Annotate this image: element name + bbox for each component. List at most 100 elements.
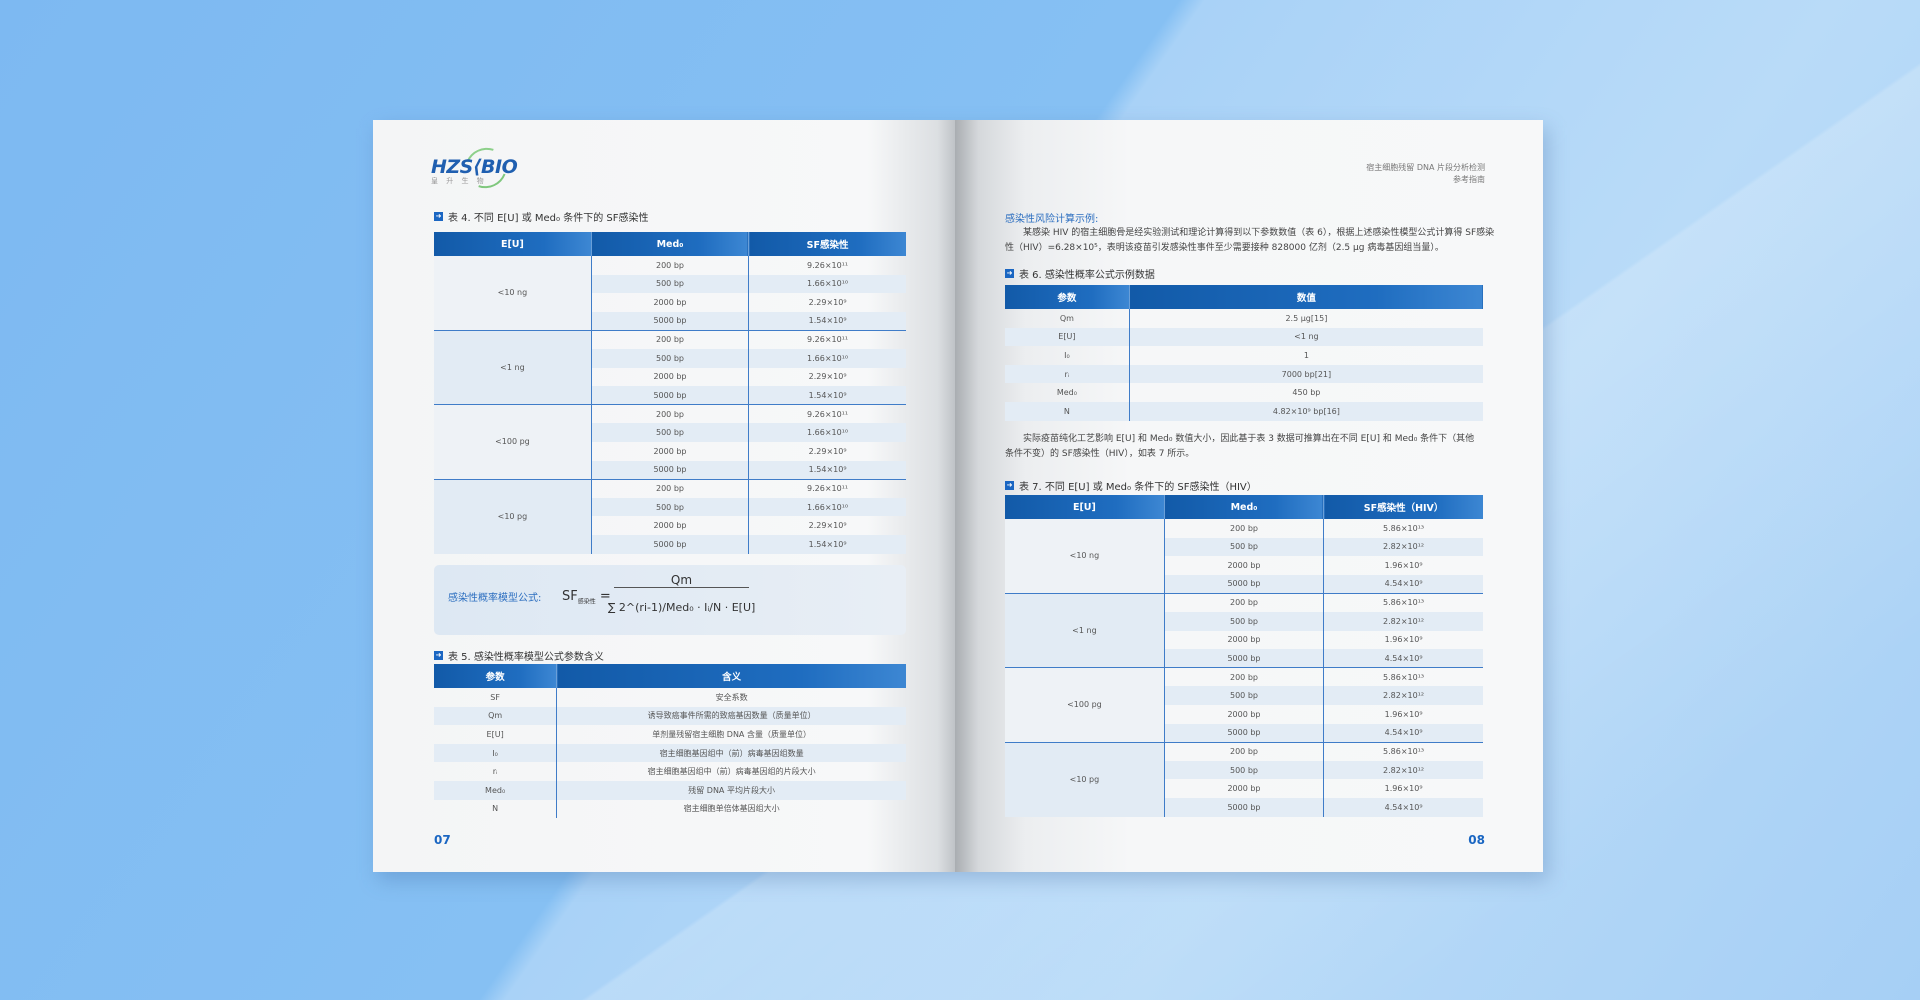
param-cell: N — [1005, 401, 1130, 421]
table4: E[U] Med₀ SF感染性 <10 ng 200 bp 9.26×10¹¹ 500 bp… — [434, 232, 906, 554]
table-row: <10 ng 200 bp 9.26×10¹¹ — [434, 256, 906, 331]
column-header: 参数 — [434, 664, 558, 688]
table-row: 500 bp 2.82×10¹² — [1005, 760, 1483, 780]
med-cell: 500 bp — [591, 274, 750, 294]
sf-cell: 2.82×10¹² — [1323, 611, 1483, 631]
med-cell: 5000 bp — [591, 534, 750, 554]
eu-cell: <10 ng — [1005, 519, 1165, 594]
table4-title: ➜ 表 4. 不同 E[U] 或 Med₀ 条件下的 SF感染性 — [434, 209, 648, 224]
table7-title: ➜ 表 7. 不同 E[U] 或 Med₀ 条件下的 SF感染性（HIV） — [1005, 478, 1257, 493]
med-cell: 500 bp — [591, 497, 750, 517]
med-cell: 2000 bp — [591, 293, 750, 312]
med-cell: 2000 bp — [1164, 779, 1325, 798]
sf-cell: 4.54×10⁹ — [1323, 649, 1483, 668]
value-cell: 安全系数 — [715, 692, 748, 702]
table-row: 5000 bp 4.54×10⁹ — [1005, 797, 1483, 817]
arrow-icon: ➜ — [434, 651, 443, 660]
paragraph-1: 某感染 HIV 的宿主细胞骨是经实验测试和理论计算得到以下参数数值（表 6），根… — [1005, 228, 1495, 253]
value-cell: 2.5 μg[15] — [1285, 313, 1328, 323]
table-row: 2000 bp 1.96×10⁹ — [1005, 779, 1483, 798]
sf-cell: 1.54×10⁹ — [748, 386, 906, 405]
param-cell: I₀ — [434, 743, 558, 763]
table-row: E[U] 单剂量残留宿主细胞 DNA 含量（质量单位） — [434, 725, 906, 744]
formula-box: 感染性概率模型公式: SF感染性 = Qm ∑ 2^(ri-1)/Med₀ · … — [434, 565, 906, 635]
table-row: 2000 bp 1.96×10⁹ — [1005, 630, 1483, 650]
med-cell: 200 bp — [1164, 741, 1325, 761]
sf-cell: 4.54×10⁹ — [1323, 723, 1483, 743]
value-cell: 1 — [1303, 350, 1309, 360]
value-cell: 4.82×10⁹ bp[16] — [1129, 401, 1483, 421]
med-cell: 5000 bp — [1164, 649, 1325, 668]
eu-cell: <10 pg — [434, 478, 592, 554]
sf-cell: 4.54×10⁹ — [1323, 797, 1483, 817]
column-header: Med₀ — [1164, 495, 1325, 519]
table-row: I₀ 1 — [1005, 346, 1483, 365]
table-row: <1 ng 200 bp 9.26×10¹¹ — [434, 329, 906, 405]
table-header-row: E[U] Med₀ SF感染性 — [434, 232, 906, 256]
sf-cell: 2.29×10⁹ — [808, 446, 847, 456]
table-row: 2000 bp 1.96×10⁹ — [1005, 704, 1483, 724]
table-row: <10 pg 200 bp 5.86×10¹³ — [1005, 741, 1483, 817]
table-row: 500 bp 2.82×10¹² — [1005, 537, 1483, 557]
sf-cell: 9.26×10¹¹ — [748, 404, 906, 424]
table-row: rᵢ 7000 bp[21] — [1005, 364, 1483, 384]
sf-cell: 2.29×10⁹ — [808, 297, 847, 307]
eu-cell: <100 pg — [434, 404, 592, 480]
param-cell: N — [434, 799, 558, 819]
param-cell: SF — [434, 688, 558, 707]
logo-text: HZS⟨BIO — [431, 156, 518, 178]
med-cell: 500 bp — [591, 348, 750, 368]
med-cell: 200 bp — [1164, 667, 1325, 687]
sf-cell: 5.86×10¹³ — [1323, 667, 1483, 687]
formula-numerator: Qm — [614, 573, 749, 588]
formula-lhs-sub: 感染性 — [577, 598, 596, 606]
column-header: 含义 — [556, 664, 906, 688]
formula-denominator: ∑ 2^(ri-1)/Med₀ · Iᵢ/N · E[U] — [608, 601, 756, 614]
med-cell: 500 bp — [1164, 686, 1325, 705]
column-header: 数值 — [1129, 285, 1483, 309]
table7-title-text: 表 7. 不同 E[U] 或 Med₀ 条件下的 SF感染性（HIV） — [1019, 482, 1257, 493]
table-row: SF 安全系数 — [434, 688, 906, 707]
logo: HZS⟨BIO 皇 升 生 物 — [431, 156, 518, 186]
table-row: 5000 bp 4.54×10⁹ — [1005, 723, 1483, 743]
med-cell: 500 bp — [1164, 611, 1325, 631]
column-header: Med₀ — [591, 232, 750, 256]
table-row: 2000 bp 2.29×10⁹ — [434, 441, 906, 461]
paragraph-2: 实际疫苗纯化工艺影响 E[U] 和 Med₀ 数值大小，因此基于表 3 数据可推… — [1005, 434, 1475, 459]
table-row: Qm 2.5 μg[15] — [1005, 309, 1483, 328]
section-title: 感染性风险计算示例: — [1005, 214, 1099, 225]
table5-title: ➜ 表 5. 感染性概率模型公式参数含义 — [434, 648, 604, 663]
table-row: 5000 bp 1.54×10⁹ — [434, 460, 906, 480]
column-header: E[U] — [434, 232, 592, 256]
table-row: 500 bp 1.66×10¹⁰ — [434, 497, 906, 517]
med-cell: 2000 bp — [1164, 630, 1325, 650]
table-row: N 4.82×10⁹ bp[16] — [1005, 401, 1483, 421]
table4-title-text: 表 4. 不同 E[U] 或 Med₀ 条件下的 SF感染性 — [448, 213, 649, 224]
med-cell: 200 bp — [1164, 592, 1325, 612]
med-cell: 2000 bp — [1164, 704, 1325, 724]
eu-cell: <10 pg — [1005, 741, 1165, 817]
table-row: 2000 bp 1.96×10⁹ — [1005, 556, 1483, 575]
param-cell: I₀ — [1005, 346, 1130, 365]
column-header: E[U] — [1005, 495, 1165, 519]
med-cell: 2000 bp — [591, 441, 750, 461]
table-row: <100 pg 200 bp 5.86×10¹³ — [1005, 667, 1483, 743]
sf-cell: 2.82×10¹² — [1323, 537, 1483, 557]
eu-cell: <100 pg — [1005, 667, 1165, 743]
sf-cell: 1.66×10¹⁰ — [748, 423, 906, 442]
sf-cell: 2.82×10¹² — [1323, 760, 1483, 780]
sf-cell: 9.26×10¹¹ — [807, 260, 849, 270]
table6: 参数 数值 Qm 2.5 μg[15] E[U] <1 ng I₀ 1 rᵢ 7000 bp[21… — [1005, 285, 1483, 421]
param-cell: Qm — [434, 706, 558, 726]
param-cell: rᵢ — [434, 762, 558, 781]
sf-cell: 1.96×10⁹ — [1384, 709, 1423, 719]
table-row: N 宿主细胞单倍体基因组大小 — [434, 799, 906, 819]
formula-label: 感染性概率模型公式: — [448, 593, 542, 604]
med-cell: 5000 bp — [591, 386, 750, 405]
table5: 参数 含义 SF 安全系数 Qm 诱导致癌事件所需的致癌基因数量（质量单位） E[U] 单剂量… — [434, 664, 906, 819]
sf-cell: 5.86×10¹³ — [1323, 741, 1483, 761]
med-cell: 5000 bp — [1164, 797, 1325, 817]
column-header: SF感染性（HIV） — [1323, 495, 1483, 519]
value-cell: 残留 DNA 平均片段大小 — [556, 780, 906, 800]
sf-cell: 2.82×10¹² — [1323, 686, 1483, 705]
